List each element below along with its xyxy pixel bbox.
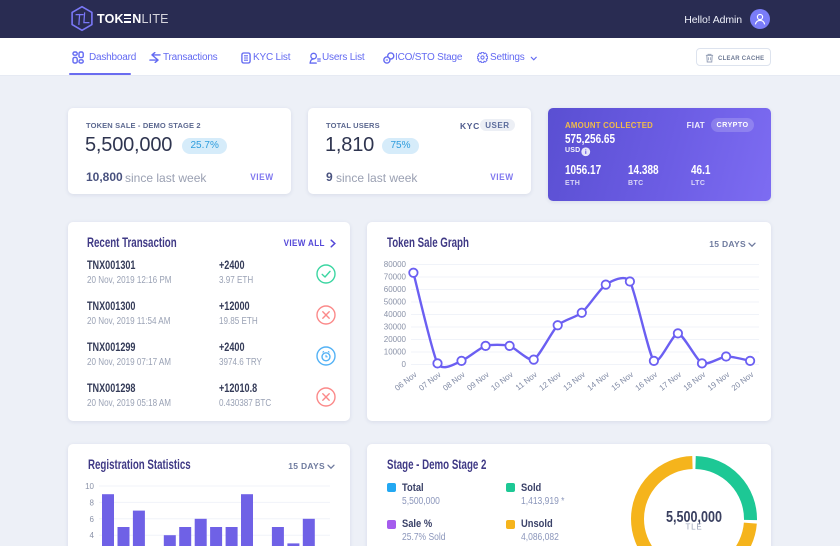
svg-text:09 Nov: 09 Nov xyxy=(465,370,491,393)
svg-text:20 Nov: 20 Nov xyxy=(730,370,756,393)
svg-text:10 Nov: 10 Nov xyxy=(489,370,515,393)
svg-text:TLE: TLE xyxy=(685,523,702,532)
svg-text:40000: 40000 xyxy=(384,310,407,319)
svg-text:15 Nov: 15 Nov xyxy=(610,370,636,393)
svg-text:10000: 10000 xyxy=(384,348,407,357)
svg-text:17 Nov: 17 Nov xyxy=(658,370,684,393)
svg-text:12 Nov: 12 Nov xyxy=(537,370,563,393)
svg-text:20000: 20000 xyxy=(384,335,407,344)
svg-text:13 Nov: 13 Nov xyxy=(562,370,588,393)
svg-text:6: 6 xyxy=(90,515,95,524)
svg-text:60000: 60000 xyxy=(384,285,407,294)
svg-text:70000: 70000 xyxy=(384,273,407,282)
svg-text:8: 8 xyxy=(90,498,95,507)
svg-text:80000: 80000 xyxy=(384,260,407,269)
svg-text:06 Nov: 06 Nov xyxy=(393,370,419,393)
svg-text:18 Nov: 18 Nov xyxy=(682,370,708,393)
svg-text:10: 10 xyxy=(85,482,94,491)
svg-text:0: 0 xyxy=(402,360,407,369)
svg-text:4: 4 xyxy=(90,531,95,540)
svg-text:07 Nov: 07 Nov xyxy=(417,370,443,393)
svg-text:19 Nov: 19 Nov xyxy=(706,370,732,393)
svg-text:5,500,000: 5,500,000 xyxy=(666,509,722,526)
svg-text:08 Nov: 08 Nov xyxy=(441,370,467,393)
svg-text:50000: 50000 xyxy=(384,298,407,307)
svg-text:30000: 30000 xyxy=(384,323,407,332)
svg-text:11 Nov: 11 Nov xyxy=(514,370,539,392)
svg-text:14 Nov: 14 Nov xyxy=(586,370,612,393)
svg-text:16 Nov: 16 Nov xyxy=(634,370,660,393)
